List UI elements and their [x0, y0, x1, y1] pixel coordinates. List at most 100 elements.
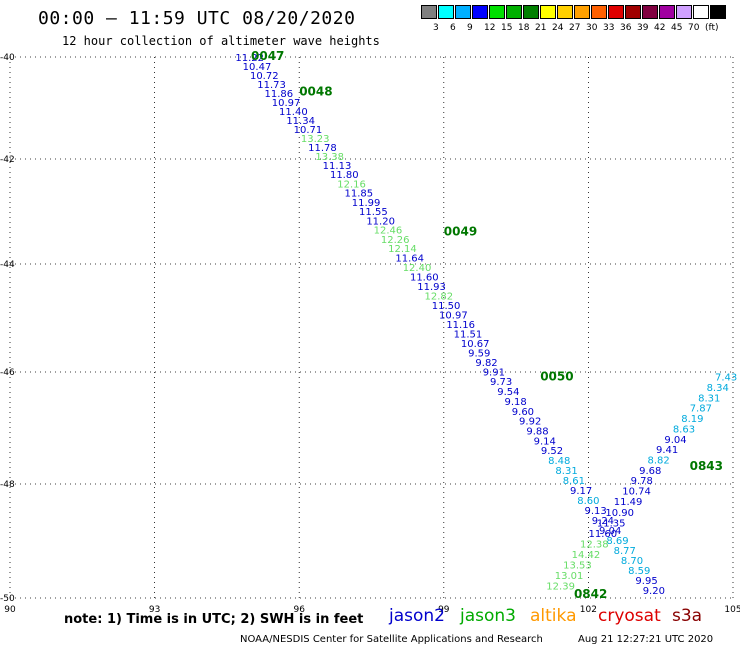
pass-id-label: 0048: [299, 85, 332, 99]
wave-height-label: 13.38: [315, 152, 344, 163]
wave-height-label: 9.91: [483, 367, 505, 378]
wave-height-label: 8.19: [681, 414, 703, 425]
wave-height-label: 10.67: [461, 339, 490, 350]
color-swatch: [642, 5, 658, 19]
wave-height-label: 10.97: [272, 98, 301, 109]
wave-height-label: 11.64: [395, 253, 424, 264]
color-scale-label: 42: [654, 23, 666, 33]
wave-height-label: 9.20: [643, 586, 665, 597]
color-swatch: [710, 5, 726, 19]
wave-height-label: 11.34: [286, 116, 315, 127]
wave-height-label: 12.14: [388, 244, 417, 255]
wave-height-label: 12.26: [381, 235, 410, 246]
wave-height-label: 11.93: [417, 282, 446, 293]
wave-height-label: 9.92: [519, 417, 541, 428]
wave-height-label: 11.49: [614, 497, 643, 508]
color-swatch: [472, 5, 488, 19]
wave-height-label: 9.04: [664, 435, 686, 446]
lat-tick-label: -46: [0, 368, 15, 378]
wave-height-label: 9.24: [592, 516, 614, 527]
satellite-legend-s3a: s3a: [672, 606, 703, 626]
color-swatch: [591, 5, 607, 19]
color-swatch: [693, 5, 709, 19]
wave-height-label: 9.95: [635, 576, 657, 587]
satellite-legend-jason2: jason2: [389, 606, 445, 626]
wave-height-label: 8.63: [673, 424, 695, 435]
wave-height-label: 11.51: [454, 329, 483, 340]
color-scale-label: 70: [688, 23, 700, 33]
wave-height-label: 11.22: [235, 53, 264, 64]
color-swatch: [574, 5, 590, 19]
wave-height-label: 13.23: [301, 134, 330, 145]
wave-height-label: 10.90: [605, 508, 634, 519]
wave-height-label: 7.87: [690, 404, 712, 415]
color-swatch: [455, 5, 471, 19]
lon-tick-label: 105: [724, 605, 740, 615]
color-scale-label: 27: [569, 23, 581, 33]
wave-height-label: 12.46: [374, 226, 403, 237]
pass-id-label: 0050: [540, 370, 573, 384]
wave-height-label: 14.42: [572, 550, 601, 561]
wave-height-label: 11.50: [432, 301, 461, 312]
pass-id-label: 0843: [690, 459, 723, 473]
color-swatch: [659, 5, 675, 19]
satellite-legend-altika: altika: [530, 606, 577, 626]
satellite-legend-cryosat: cryosat: [598, 606, 661, 626]
wave-height-label: 11.13: [323, 161, 352, 172]
color-scale-label: 30: [586, 23, 598, 33]
wave-height-label: 11.16: [446, 320, 475, 331]
wave-height-label: 9.73: [490, 377, 512, 388]
wave-height-label: 8.59: [628, 566, 650, 577]
lat-tick-label: -48: [0, 480, 15, 490]
wave-height-label: 10.97: [439, 310, 468, 321]
wave-height-label: 9.13: [585, 506, 607, 517]
wave-height-label: 8.34: [707, 383, 729, 394]
wave-height-label: 9.52: [541, 446, 563, 457]
credit-text: NOAA/NESDIS Center for Satellite Applica…: [240, 634, 543, 645]
color-scale-label: 24: [552, 23, 564, 33]
lon-tick-label: 96: [293, 605, 305, 615]
lat-tick-label: -40: [0, 53, 15, 63]
wave-height-label: 11.55: [359, 207, 388, 218]
wave-height-label: 12.39: [546, 582, 575, 593]
color-swatch: [625, 5, 641, 19]
color-swatch: [540, 5, 556, 19]
wave-height-label: 9.78: [631, 476, 653, 487]
lon-tick-label: 93: [149, 605, 160, 615]
wave-height-label: 8.61: [563, 476, 585, 487]
lon-tick-label: 99: [438, 605, 450, 615]
wave-height-label: 11.86: [265, 89, 294, 100]
generated-timestamp: Aug 21 12:27:21 UTC 2020: [578, 634, 714, 645]
color-scale-label: 36: [620, 23, 632, 33]
page-title: 00:00 – 11:59 UTC 08/20/2020: [38, 8, 356, 29]
wave-height-label: 8.31: [698, 393, 720, 404]
wave-height-label: 13.01: [555, 571, 584, 582]
color-scale-label: 45: [671, 23, 683, 33]
color-scale-label: 33: [603, 23, 615, 33]
color-swatch: [438, 5, 454, 19]
wave-height-label: 10.71: [294, 125, 323, 136]
color-scale-label: 3: [433, 23, 439, 33]
wave-height-label: 8.70: [621, 556, 643, 567]
wave-height-label: 9.54: [497, 387, 519, 398]
color-swatch: [608, 5, 624, 19]
wave-height-label: 11.20: [366, 216, 395, 227]
lat-tick-label: -50: [0, 594, 15, 604]
lon-tick-label: 102: [580, 605, 597, 615]
color-swatch: [523, 5, 539, 19]
wave-height-label: 8.60: [577, 496, 599, 507]
lat-tick-label: -44: [0, 260, 15, 270]
color-scale-label: 9: [467, 23, 473, 33]
wave-height-label: 11.35: [597, 518, 626, 529]
wave-height-label: 12.40: [403, 263, 432, 274]
wave-height-label: 9.04: [599, 526, 621, 537]
wave-height-label: 9.17: [570, 486, 592, 497]
wave-height-label: 10.74: [622, 487, 651, 498]
satellite-legend-jason3: jason3: [460, 606, 516, 626]
wave-height-label: 9.68: [639, 466, 661, 477]
color-scale-label: 21: [535, 23, 547, 33]
wave-height-label: 11.73: [257, 80, 286, 91]
footer-note: note: 1) Time is in UTC; 2) SWH is in fe…: [64, 612, 364, 627]
wave-height-label: 11.78: [308, 143, 337, 154]
